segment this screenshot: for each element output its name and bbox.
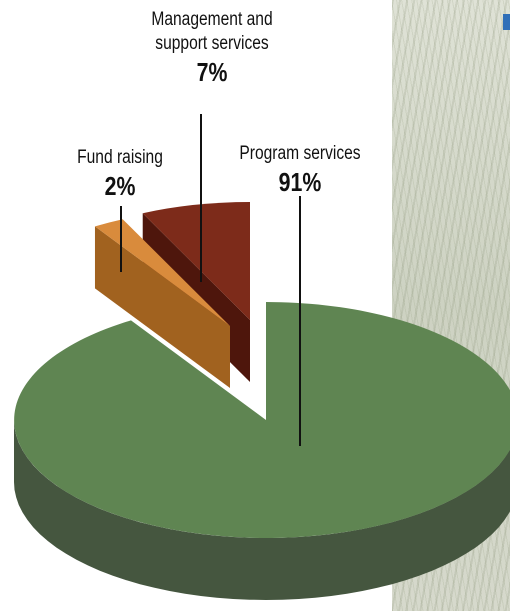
pie-slice-program-services (14, 302, 510, 600)
label-fund-raising-name: Fund raising (77, 147, 163, 168)
pie-slice-fund-raising (94, 219, 230, 388)
label-management-line1: Management and (151, 9, 273, 30)
label-fund-raising: Fund raising 2% (54, 146, 185, 202)
background-corner-mark (503, 14, 510, 30)
label-management: Management and support services 7% (130, 8, 294, 88)
label-program-services-name: Program services (239, 143, 361, 164)
pie-slice-side (14, 420, 510, 600)
pie-slice-wall (94, 226, 230, 388)
pie-slice-top (14, 302, 510, 538)
label-management-pct: 7% (196, 57, 228, 87)
pie-slice-top (95, 219, 230, 326)
label-management-line2: support services (155, 33, 269, 54)
pie-slice-top (142, 201, 250, 320)
label-program-services: Program services 91% (226, 142, 374, 198)
label-program-services-pct: 91% (278, 167, 322, 197)
label-fund-raising-pct: 2% (104, 171, 136, 201)
